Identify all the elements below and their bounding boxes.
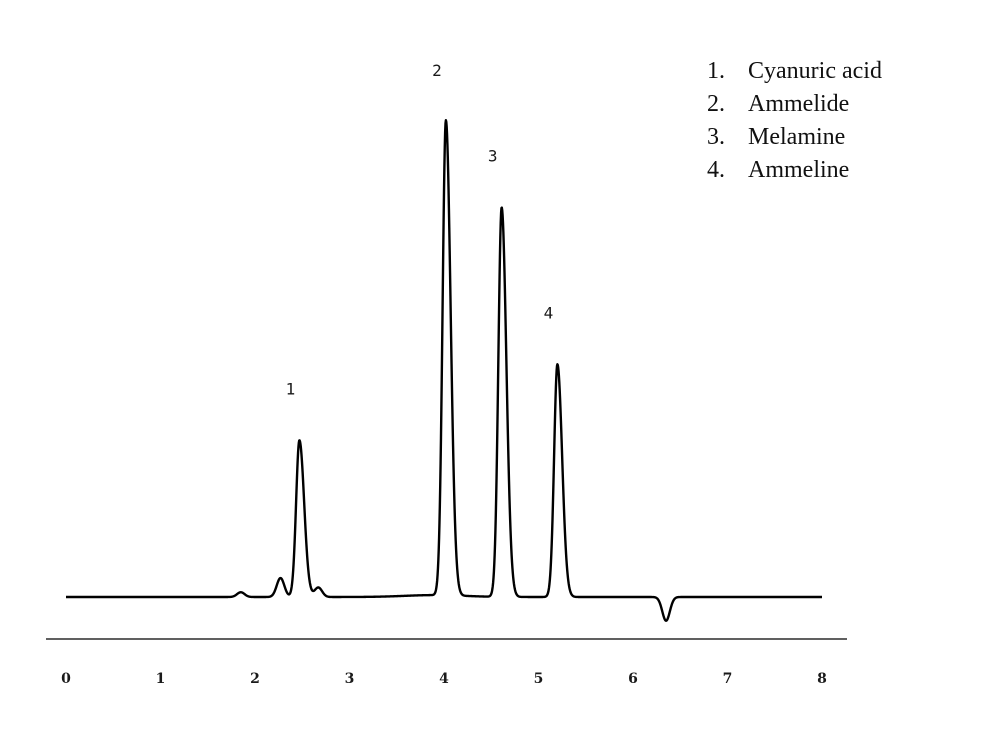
x-tick-label: 1 — [156, 671, 166, 687]
x-tick-label: 3 — [345, 671, 355, 687]
legend-item: 4. Ammeline — [707, 154, 882, 187]
x-tick-label: 2 — [250, 671, 260, 687]
legend-item: 1. Cyanuric acid — [707, 55, 882, 88]
legend-label: Cyanuric acid — [748, 58, 882, 84]
chromatogram-trace — [65, 119, 823, 622]
legend-label: Melamine — [748, 124, 846, 150]
peak-label: 3 — [488, 147, 498, 166]
legend: 1. Cyanuric acid 2. Ammelide 3. Melamine… — [707, 55, 882, 187]
legend-label: Ammeline — [748, 157, 850, 183]
peak-label: 4 — [544, 303, 554, 322]
x-tick-label: 7 — [723, 671, 733, 687]
legend-number: 4. — [707, 157, 725, 183]
peak-label: 2 — [432, 61, 442, 80]
legend-item: 2. Ammelide — [707, 88, 882, 121]
peak-label: 1 — [286, 379, 296, 398]
x-tick-label: 0 — [61, 671, 71, 687]
legend-number: 1. — [707, 58, 725, 84]
x-tick-label: 4 — [439, 671, 449, 687]
x-tick-label: 8 — [817, 671, 827, 687]
legend-number: 3. — [707, 124, 725, 150]
legend-number: 2. — [707, 91, 725, 117]
x-tick-label: 6 — [628, 671, 638, 687]
x-tick-label: 5 — [534, 671, 544, 687]
legend-item: 3. Melamine — [707, 121, 882, 154]
legend-label: Ammelide — [748, 91, 850, 117]
